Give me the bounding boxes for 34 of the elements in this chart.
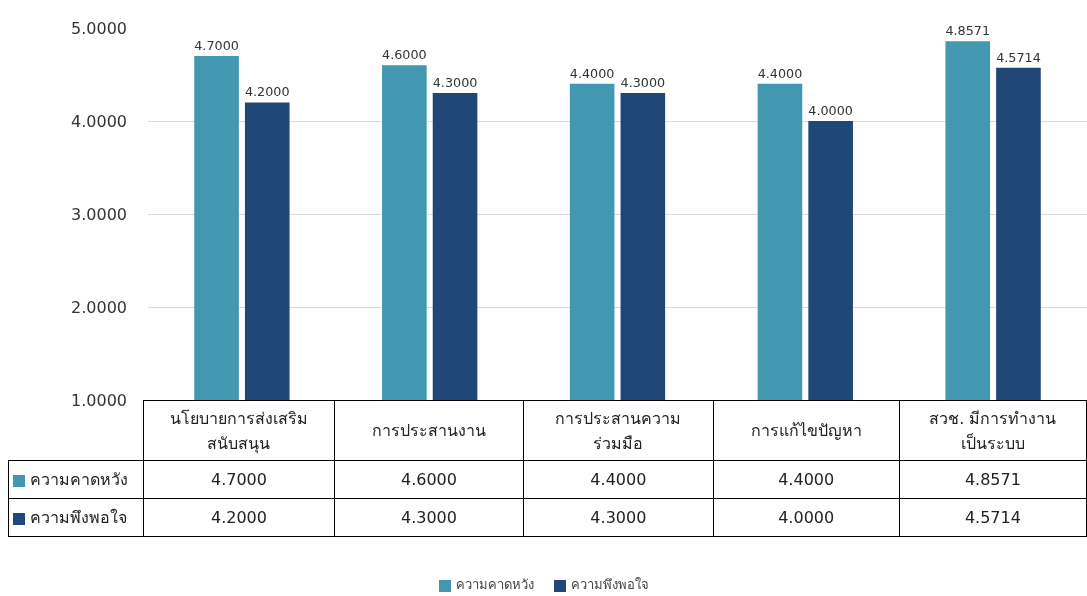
y-tick-label: 3.0000 [71,204,127,224]
data-label: 4.2000 [143,498,335,537]
data-label: 4.3000 [523,498,714,537]
data-label: 4.5714 [899,498,1087,537]
legend-label: ความคาดหวัง [30,470,128,489]
text: ความคาดหวัง [455,577,534,592]
text: 4.8571 [945,23,991,39]
x-tick-label: การแก้ไขปัญหา [713,400,900,461]
y-tick-label: 5.0000 [71,18,127,38]
x-tick-label: สวช. มีการทำงานเป็นระบบ [899,400,1087,461]
data-label: 4.7000 [143,460,335,499]
text: 4.2000 [244,84,290,100]
y-tick-label: 4.0000 [71,111,127,131]
data-label: 4.3000 [334,498,524,537]
y-tick-label: 2.0000 [71,297,127,317]
text: 4.6000 [382,47,427,63]
x-tick-label: นโยบายการส่งเสริมสนับสนุน [143,400,335,461]
data-label: 4.6000 [334,460,524,499]
text: 4.3000 [620,74,666,90]
y-tick-label: 1.0000 [71,390,127,410]
data-label: 4.0000 [713,498,900,537]
text: 4.5714 [996,49,1041,65]
legend-label: ความพึงพอใจ [570,577,649,592]
text: ความพึงพอใจ [30,508,127,527]
text: 4.7000 [194,37,239,53]
text: 4.3000 [432,74,478,90]
text: 4.0000 [808,102,853,118]
data-label: 4.8571 [899,460,1087,499]
x-tick-label: การประสานความร่วมมือ [523,400,714,461]
data-label: 4.4000 [713,460,900,499]
text: 4.4000 [569,65,615,81]
data-label: 4.4000 [523,460,714,499]
x-tick-label: การประสานงาน [334,400,524,461]
text: 4.4000 [757,65,803,81]
